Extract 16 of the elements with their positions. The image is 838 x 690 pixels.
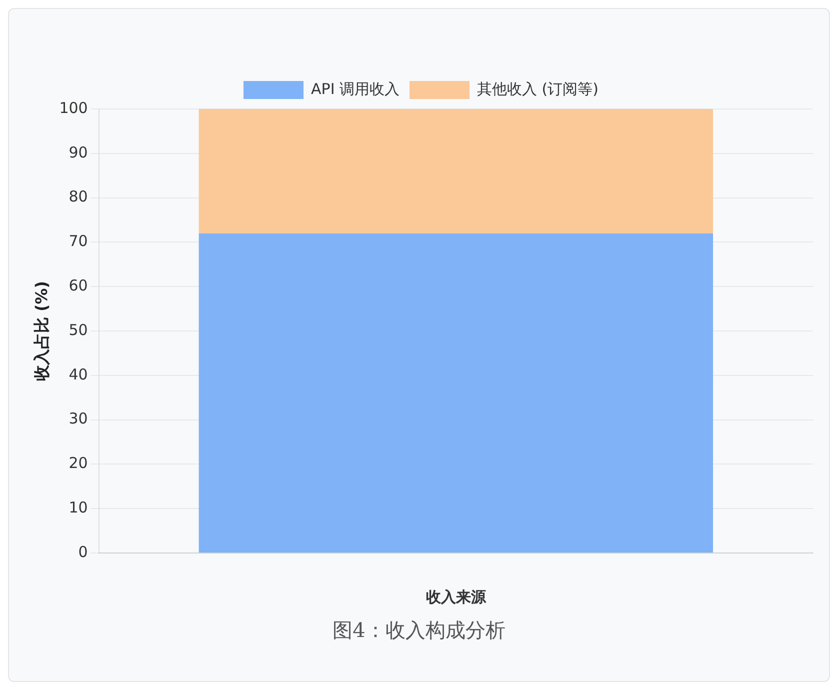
y-tick-label: 10	[68, 498, 88, 516]
y-tick-label: 90	[68, 143, 88, 162]
legend-label: 其他收入 (订阅等)	[477, 80, 598, 98]
y-axis-title: 收入占比 (%)	[32, 280, 51, 382]
legend-label: API 调用收入	[311, 80, 400, 98]
caption: 图4：收入构成分析	[332, 617, 506, 644]
y-tick-label: 40	[68, 365, 88, 384]
y-tick-label: 60	[68, 276, 88, 294]
x-axis-title: 收入来源	[426, 588, 487, 606]
y-tick-label: 0	[78, 542, 88, 561]
y-tick-label: 30	[68, 410, 88, 428]
y-tick-label: 50	[68, 320, 88, 339]
y-tick-label: 80	[68, 188, 88, 206]
y-tick-label: 100	[59, 98, 88, 117]
y-tick-label: 20	[68, 454, 88, 472]
y-tick-label: 70	[68, 232, 88, 250]
